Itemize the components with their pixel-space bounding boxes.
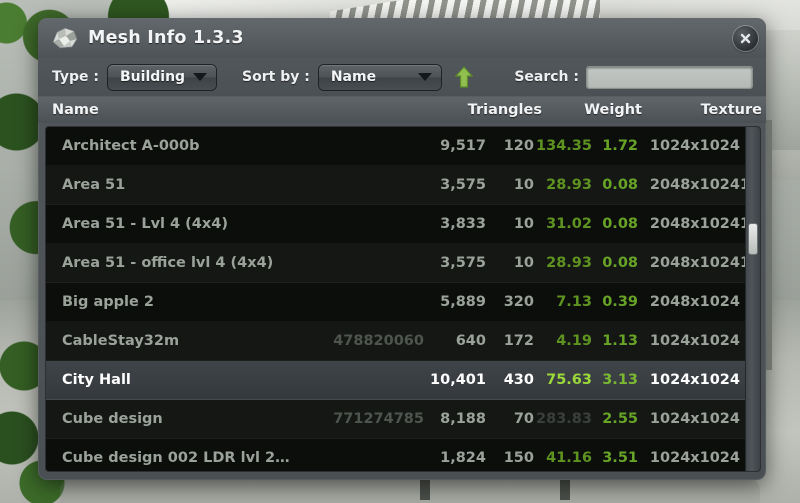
mesh-name: City Hall	[62, 372, 131, 388]
mesh-subtriangles: 320	[503, 294, 534, 310]
search-label: Search :	[514, 69, 579, 85]
close-button[interactable]	[733, 26, 758, 51]
mesh-subtriangles: 10	[513, 177, 534, 193]
mesh-texture-primary: 1024x1024	[649, 450, 740, 466]
mesh-name: Architect A-000b	[62, 138, 200, 154]
mesh-name: Big apple 2	[62, 294, 154, 310]
type-dropdown[interactable]: Building	[108, 64, 217, 90]
mesh-triangles: 8,188	[440, 411, 486, 427]
mesh-subtriangles: 150	[503, 450, 534, 466]
mesh-weight-secondary: 2.55	[602, 411, 638, 427]
mesh-triangles: 640	[455, 333, 486, 349]
chevron-down-icon	[193, 73, 208, 81]
mesh-weight-secondary: 3.51	[602, 450, 638, 466]
column-header-triangles[interactable]: Triangles	[467, 102, 542, 118]
mesh-weight-primary: 28.93	[546, 177, 592, 193]
mesh-subtriangles: 70	[513, 411, 534, 427]
mesh-texture-primary: 1024x1024	[649, 333, 740, 349]
search-area: Search :	[514, 66, 752, 88]
mesh-name: Cube design	[62, 411, 163, 427]
mesh-id: 478820060	[333, 333, 424, 349]
scrollbar-thumb[interactable]	[749, 224, 757, 254]
mesh-name: Area 51 - Lvl 4 (4x4)	[62, 216, 228, 232]
mesh-texture-primary: 2048x1024	[649, 177, 740, 193]
mesh-subtriangles: 120	[503, 138, 534, 154]
mesh-info-window: Mesh Info 1.3.3 Type : Building Sort by …	[38, 18, 766, 480]
mesh-triangles: 9,517	[440, 138, 486, 154]
mesh-texture-secondary: 1024x1024	[740, 255, 746, 271]
mesh-texture-secondary: 1024x1024	[740, 177, 746, 193]
mesh-name: Area 51	[62, 177, 126, 193]
mesh-weight-primary: 41.16	[546, 450, 592, 466]
type-dropdown-value: Building	[120, 69, 186, 85]
table-row[interactable]: CableStay32m 478820060 640 172 4.19 1.13 1024x…	[46, 322, 746, 361]
mesh-name: Area 51 - office lvl 4 (4x4)	[62, 255, 274, 271]
mesh-texture-primary: 1024x1024	[649, 372, 740, 388]
mesh-weight-primary: 7.13	[556, 294, 592, 310]
table-row[interactable]: Area 51 3,575 10 28.93 0.08 2048x10241024x102…	[46, 166, 746, 205]
column-header-weight[interactable]: Weight	[584, 102, 642, 118]
mesh-texture-primary: 2048x1024	[649, 216, 740, 232]
mesh-texture-primary: 1024x1024	[649, 411, 740, 427]
mesh-weight-primary: 28.93	[546, 255, 592, 271]
mesh-weight-secondary: 0.08	[602, 177, 638, 193]
arrow-up-icon[interactable]	[454, 65, 474, 89]
mesh-subtriangles: 172	[503, 333, 534, 349]
mesh-subtriangles: 10	[513, 216, 534, 232]
mesh-weight-primary: 31.02	[546, 216, 592, 232]
mesh-id: 771274785	[333, 411, 424, 427]
mesh-texture-primary: 1024x1024	[649, 138, 740, 154]
mesh-weight-primary: 75.63	[546, 372, 592, 388]
search-input[interactable]	[587, 66, 752, 88]
close-icon	[740, 33, 751, 44]
scene-post-2	[560, 460, 570, 500]
mesh-list[interactable]: Architect A-000b 9,517 120 134.35 1.72 1024x1…	[46, 127, 746, 471]
window-title-bar: Mesh Info 1.3.3	[38, 18, 766, 58]
mesh-triangles: 10,401	[430, 372, 486, 388]
mesh-weight-primary: 283.83	[536, 411, 592, 427]
column-header-name[interactable]: Name	[52, 102, 99, 118]
mesh-weight-secondary: 0.08	[602, 216, 638, 232]
mesh-subtriangles: 10	[513, 255, 534, 271]
column-header-texture[interactable]: Texture	[700, 102, 762, 118]
mesh-list-container: Architect A-000b 9,517 120 134.35 1.72 1024x1…	[46, 127, 760, 471]
table-row[interactable]: Area 51 - Lvl 4 (4x4) 3,833 10 31.02 0.08 204…	[46, 205, 746, 244]
mesh-rock-icon	[50, 25, 80, 51]
filter-toolbar: Type : Building Sort by : Name Search :	[38, 58, 766, 96]
column-header-row: Name Triangles Weight Texture	[38, 96, 766, 123]
mesh-triangles: 3,575	[440, 177, 486, 193]
mesh-weight-primary: 4.19	[556, 333, 592, 349]
mesh-weight-secondary: 1.13	[602, 333, 638, 349]
table-row[interactable]: Big apple 25,8893207.130.392048x1024256x…	[46, 283, 746, 322]
mesh-triangles: 1,824	[440, 450, 486, 466]
mesh-triangles: 3,833	[440, 216, 486, 232]
mesh-triangles: 3,575	[440, 255, 486, 271]
list-scrollbar[interactable]	[745, 127, 760, 471]
sort-label: Sort by :	[242, 69, 310, 85]
mesh-texture-primary: 2048x1024	[649, 294, 740, 310]
chevron-down-icon	[417, 73, 432, 81]
mesh-weight-secondary: 0.39	[602, 294, 638, 310]
mesh-weight-primary: 134.35	[536, 138, 592, 154]
table-row[interactable]: Cube design 771274785 8,188 70 283.83 2.55 102…	[46, 400, 746, 439]
table-row[interactable]: City Hall10,40143075.633.131024x1024512x…	[46, 361, 746, 400]
mesh-weight-secondary: 3.13	[602, 372, 638, 388]
sort-dropdown-value: Name	[330, 69, 377, 85]
sort-dropdown[interactable]: Name	[318, 64, 441, 90]
table-row[interactable]: Area 51 - office lvl 4 (4x4) 3,575 10 28.93…	[46, 244, 746, 283]
window-title: Mesh Info 1.3.3	[88, 28, 244, 48]
mesh-name: CableStay32m	[62, 333, 180, 349]
mesh-weight-secondary: 0.08	[602, 255, 638, 271]
table-row[interactable]: Cube design 002 LDR lvl 2 3*3 1,824 150 41.…	[46, 439, 746, 471]
mesh-triangles: 5,889	[440, 294, 486, 310]
mesh-name: Cube design 002 LDR lvl 2 3*3	[62, 450, 292, 466]
mesh-weight-secondary: 1.72	[602, 138, 638, 154]
mesh-texture-primary: 2048x1024	[649, 255, 740, 271]
table-row[interactable]: Architect A-000b 9,517 120 134.35 1.72 1024x1…	[46, 127, 746, 166]
mesh-subtriangles: 430	[503, 372, 534, 388]
mesh-texture-secondary: 1024x1024	[740, 216, 746, 232]
type-label: Type :	[52, 69, 100, 85]
scene-post-1	[420, 460, 430, 500]
